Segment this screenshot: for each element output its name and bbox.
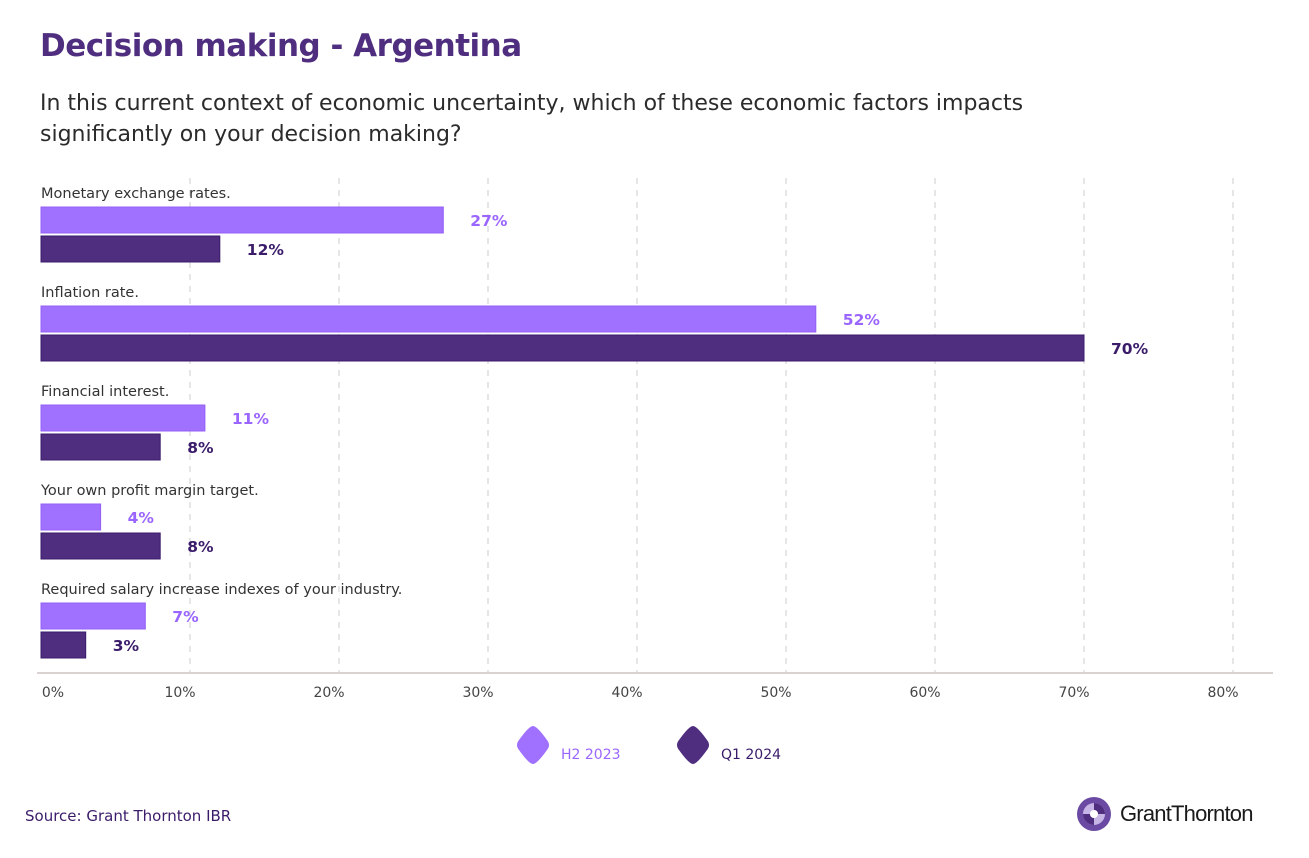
logo-text: GrantThornton (1120, 801, 1253, 826)
legend-swatch (517, 726, 549, 764)
data-label: 8% (187, 439, 214, 457)
x-tick-label: 10% (164, 685, 195, 701)
x-tick-label: 40% (611, 685, 642, 701)
x-tick-label: 70% (1058, 685, 1089, 701)
data-label: 27% (470, 212, 508, 230)
bar-h2-2023 (40, 305, 817, 333)
bar-q1-2024 (40, 631, 87, 659)
bar-q1-2024 (40, 235, 221, 263)
bar-q1-2024 (40, 334, 1085, 362)
grant-thornton-logo: GrantThornton (1076, 796, 1253, 832)
x-tick-label: 20% (313, 685, 344, 701)
source-note: Source: Grant Thornton IBR (25, 807, 232, 825)
bar-h2-2023 (40, 602, 146, 630)
bar-q1-2024 (40, 433, 161, 461)
legend-swatch (677, 726, 709, 764)
category-label: Financial interest. (41, 384, 169, 400)
bar-q1-2024 (40, 532, 161, 560)
chart-subtitle: In this current context of economic unce… (40, 91, 1024, 147)
x-tick-label: 50% (760, 685, 791, 701)
x-tick-label: 60% (909, 685, 940, 701)
bar-h2-2023 (40, 206, 444, 234)
data-label: 70% (1111, 340, 1149, 358)
data-label: 52% (843, 311, 881, 329)
legend-label: Q1 2024 (721, 747, 781, 763)
data-label: 12% (247, 241, 285, 259)
data-label: 11% (232, 410, 270, 428)
category-label: Monetary exchange rates. (41, 186, 231, 202)
x-tick-label: 80% (1207, 685, 1238, 701)
data-label: 8% (187, 538, 214, 556)
bar-h2-2023 (40, 404, 206, 432)
bar-h2-2023 (40, 503, 102, 531)
x-tick-label: 0% (42, 685, 64, 701)
category-label: Inflation rate. (41, 285, 139, 301)
data-label: 4% (128, 509, 155, 527)
x-tick-label: 30% (462, 685, 493, 701)
category-label: Required salary increase indexes of your… (41, 582, 402, 598)
data-label: 3% (113, 637, 140, 655)
legend-label: H2 2023 (561, 747, 621, 763)
data-label: 7% (172, 608, 199, 626)
chart-title: Decision making - Argentina (40, 28, 522, 64)
category-label: Your own profit margin target. (40, 483, 259, 499)
logo-icon (1077, 797, 1111, 831)
